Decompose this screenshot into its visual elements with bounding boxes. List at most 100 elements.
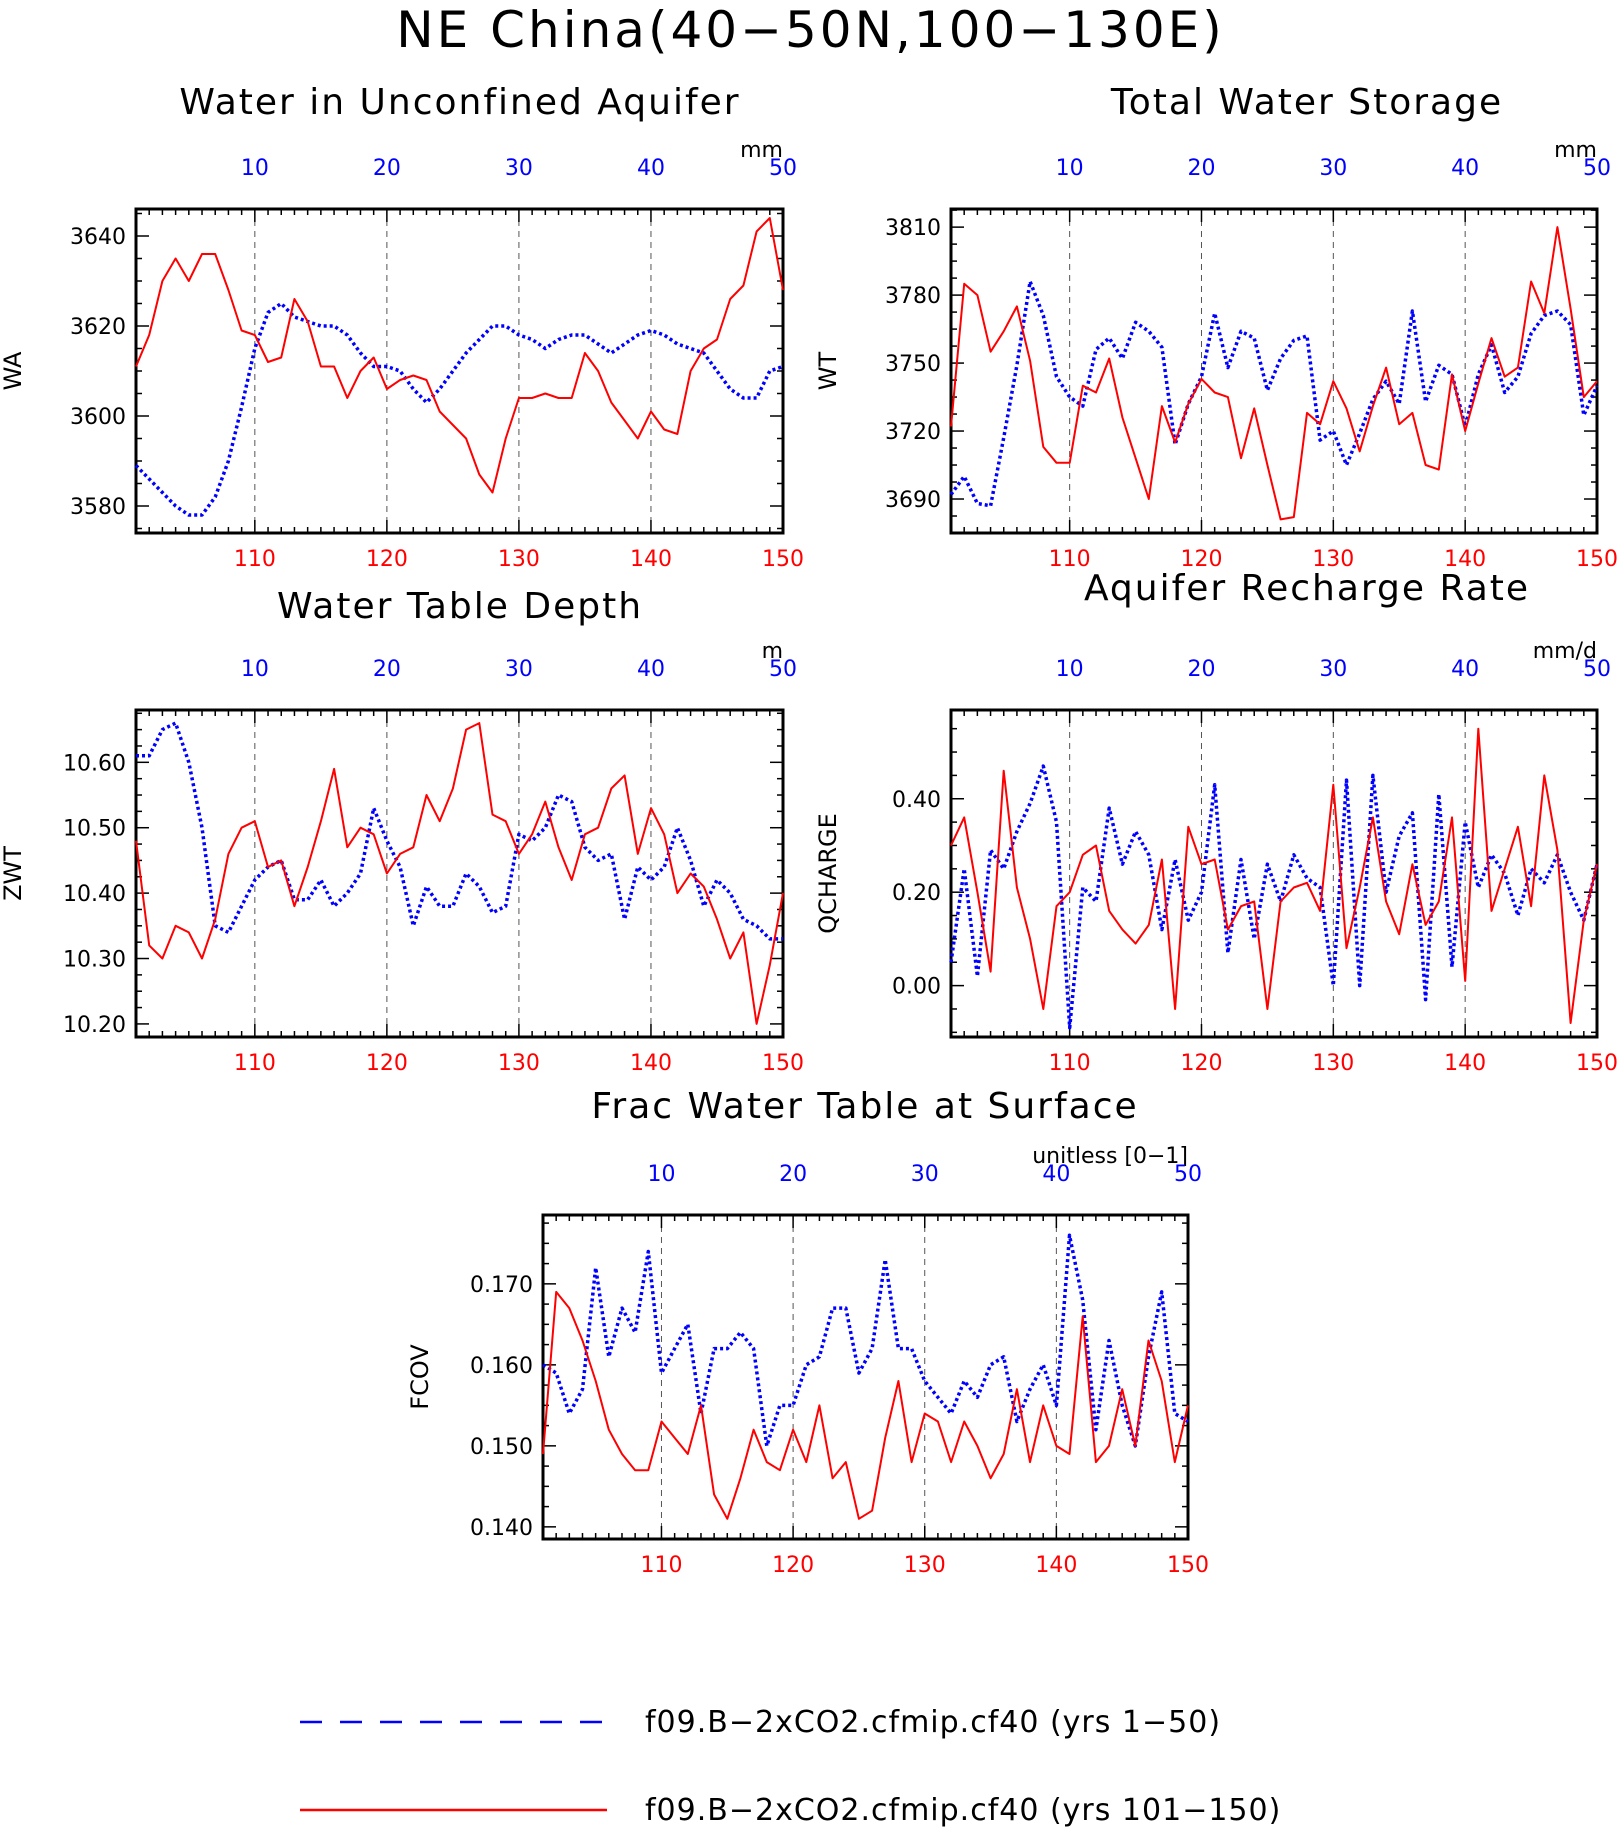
x-top-tick-label: 30 — [505, 657, 533, 682]
legend-label-1: f09.B−2xCO2.cfmip.cf40 (yrs 101−150) — [645, 1793, 1281, 1828]
series-line-yrs-1-50 — [134, 301, 784, 517]
y-tick-label: 3780 — [885, 284, 941, 309]
y-tick-label: 3620 — [70, 315, 126, 340]
series-line-yrs-1-50 — [949, 764, 1599, 1030]
x-top-tick-label: 30 — [505, 156, 533, 181]
x-bottom-tick-label: 120 — [1180, 1051, 1222, 1076]
x-bottom-tick-label: 150 — [762, 1051, 804, 1076]
series-line-yrs-101-150 — [950, 226, 1598, 521]
plot-frame — [541, 1213, 1190, 1541]
y-tick-label: 3810 — [885, 216, 941, 241]
x-bottom-tick-label: 150 — [1576, 547, 1618, 572]
x-bottom-tick-label: 140 — [1444, 547, 1486, 572]
panel-title: Water in Unconfined Aquifer — [179, 82, 740, 123]
x-bottom-tick-label: 130 — [904, 1553, 946, 1578]
x-bottom-tick-label: 120 — [1180, 547, 1222, 572]
units-label: mm — [1554, 138, 1597, 163]
x-bottom-tick-label: 110 — [234, 547, 276, 572]
x-top-tick-label: 40 — [1451, 657, 1479, 682]
page-title: NE China(40−50N,100−130E) — [396, 1, 1225, 59]
y-tick-label: 10.40 — [63, 882, 126, 907]
x-bottom-tick-label: 150 — [1167, 1553, 1209, 1578]
x-bottom-tick-label: 130 — [498, 1051, 540, 1076]
units-label: unitless [0−1] — [1032, 1144, 1188, 1169]
series-line-yrs-101-150 — [135, 722, 784, 1025]
series-line-yrs-1-50 — [542, 1233, 1189, 1448]
y-tick-label: 3640 — [70, 225, 126, 250]
y-tick-label: 3600 — [70, 405, 126, 430]
plot-frame — [949, 207, 1599, 535]
x-top-tick-label: 30 — [911, 1162, 939, 1187]
x-top-tick-label: 10 — [1056, 156, 1084, 181]
chart-panel-2: Water Table Depth m 110 120 130 140 150 10 20 30 4… — [0, 586, 804, 1076]
x-bottom-tick-label: 120 — [772, 1553, 814, 1578]
y-tick-label: 0.170 — [470, 1273, 533, 1298]
x-bottom-tick-label: 140 — [1035, 1553, 1077, 1578]
x-bottom-tick-label: 150 — [762, 547, 804, 572]
x-bottom-tick-label: 140 — [630, 547, 672, 572]
x-top-tick-label: 50 — [1583, 156, 1611, 181]
x-top-tick-label: 50 — [769, 657, 797, 682]
x-bottom-tick-label: 110 — [1049, 1051, 1091, 1076]
series-line-yrs-1-50 — [136, 721, 783, 941]
x-top-tick-label: 20 — [373, 156, 401, 181]
y-tick-label: 0.160 — [470, 1354, 533, 1379]
x-top-tick-label: 40 — [1042, 1162, 1070, 1187]
x-top-tick-label: 40 — [1451, 156, 1479, 181]
series-line-yrs-101-150 — [542, 1290, 1189, 1520]
y-tick-label: 3580 — [70, 495, 126, 520]
y-tick-label: 0.40 — [892, 788, 941, 813]
x-top-tick-label: 30 — [1319, 156, 1347, 181]
y-tick-label: 0.150 — [470, 1435, 533, 1460]
y-tick-label: 3750 — [885, 352, 941, 377]
units-label: mm/d — [1533, 639, 1597, 664]
x-top-tick-label: 50 — [1583, 657, 1611, 682]
panel-title: Frac Water Table at Surface — [591, 1086, 1138, 1127]
panel-title: Water Table Depth — [277, 586, 643, 627]
x-top-tick-label: 40 — [637, 156, 665, 181]
chart-panel-3: Aquifer Recharge Rate mm/d 110 120 130 140 150… — [814, 568, 1618, 1076]
x-bottom-tick-label: 120 — [366, 1051, 408, 1076]
y-axis-label: FCOV — [406, 1344, 434, 1410]
x-bottom-tick-label: 130 — [1312, 1051, 1354, 1076]
x-top-tick-label: 40 — [637, 657, 665, 682]
y-tick-label: 10.30 — [63, 948, 126, 973]
page-title-wrap: NE China(40−50N,100−130E) — [0, 0, 1621, 60]
y-tick-label: 3690 — [885, 488, 941, 513]
y-axis-label: WT — [814, 351, 842, 390]
series-line-yrs-101-150 — [950, 727, 1598, 1024]
y-tick-label: 0.00 — [892, 975, 941, 1000]
x-top-tick-label: 10 — [241, 156, 269, 181]
x-bottom-tick-label: 110 — [1049, 547, 1091, 572]
x-bottom-tick-label: 140 — [630, 1051, 672, 1076]
x-top-tick-label: 20 — [779, 1162, 807, 1187]
y-axis-label: QCHARGE — [814, 813, 842, 934]
y-tick-label: 10.20 — [63, 1013, 126, 1038]
y-axis-label: WA — [0, 351, 27, 390]
y-tick-label: 10.50 — [63, 817, 126, 842]
units-label: mm — [740, 138, 783, 163]
x-bottom-tick-label: 120 — [366, 547, 408, 572]
x-top-tick-label: 50 — [1174, 1162, 1202, 1187]
x-bottom-tick-label: 150 — [1576, 1051, 1618, 1076]
x-top-tick-label: 30 — [1319, 657, 1347, 682]
x-top-tick-label: 10 — [1056, 657, 1084, 682]
panel-title: Total Water Storage — [1110, 82, 1503, 123]
series-line-yrs-101-150 — [135, 217, 784, 494]
x-top-tick-label: 10 — [647, 1162, 675, 1187]
x-bottom-tick-label: 130 — [498, 547, 540, 572]
x-bottom-tick-label: 110 — [234, 1051, 276, 1076]
legend: f09.B−2xCO2.cfmip.cf40 (yrs 1−50) f09.B−2… — [300, 1705, 1281, 1828]
legend-label-0: f09.B−2xCO2.cfmip.cf40 (yrs 1−50) — [645, 1705, 1221, 1740]
x-top-tick-label: 20 — [373, 657, 401, 682]
chart-panel-1: Total Water Storage mm 110 120 130 140 150 10 20… — [814, 82, 1618, 572]
y-axis-label: ZWT — [0, 846, 27, 901]
units-label: m — [762, 639, 783, 664]
y-tick-label: 10.60 — [63, 751, 126, 776]
y-tick-label: 0.20 — [892, 881, 941, 906]
plot-frame — [134, 207, 785, 535]
y-tick-label: 3720 — [885, 420, 941, 445]
chart-panel-4: Frac Water Table at Surface unitless [0−1… — [406, 1086, 1209, 1578]
